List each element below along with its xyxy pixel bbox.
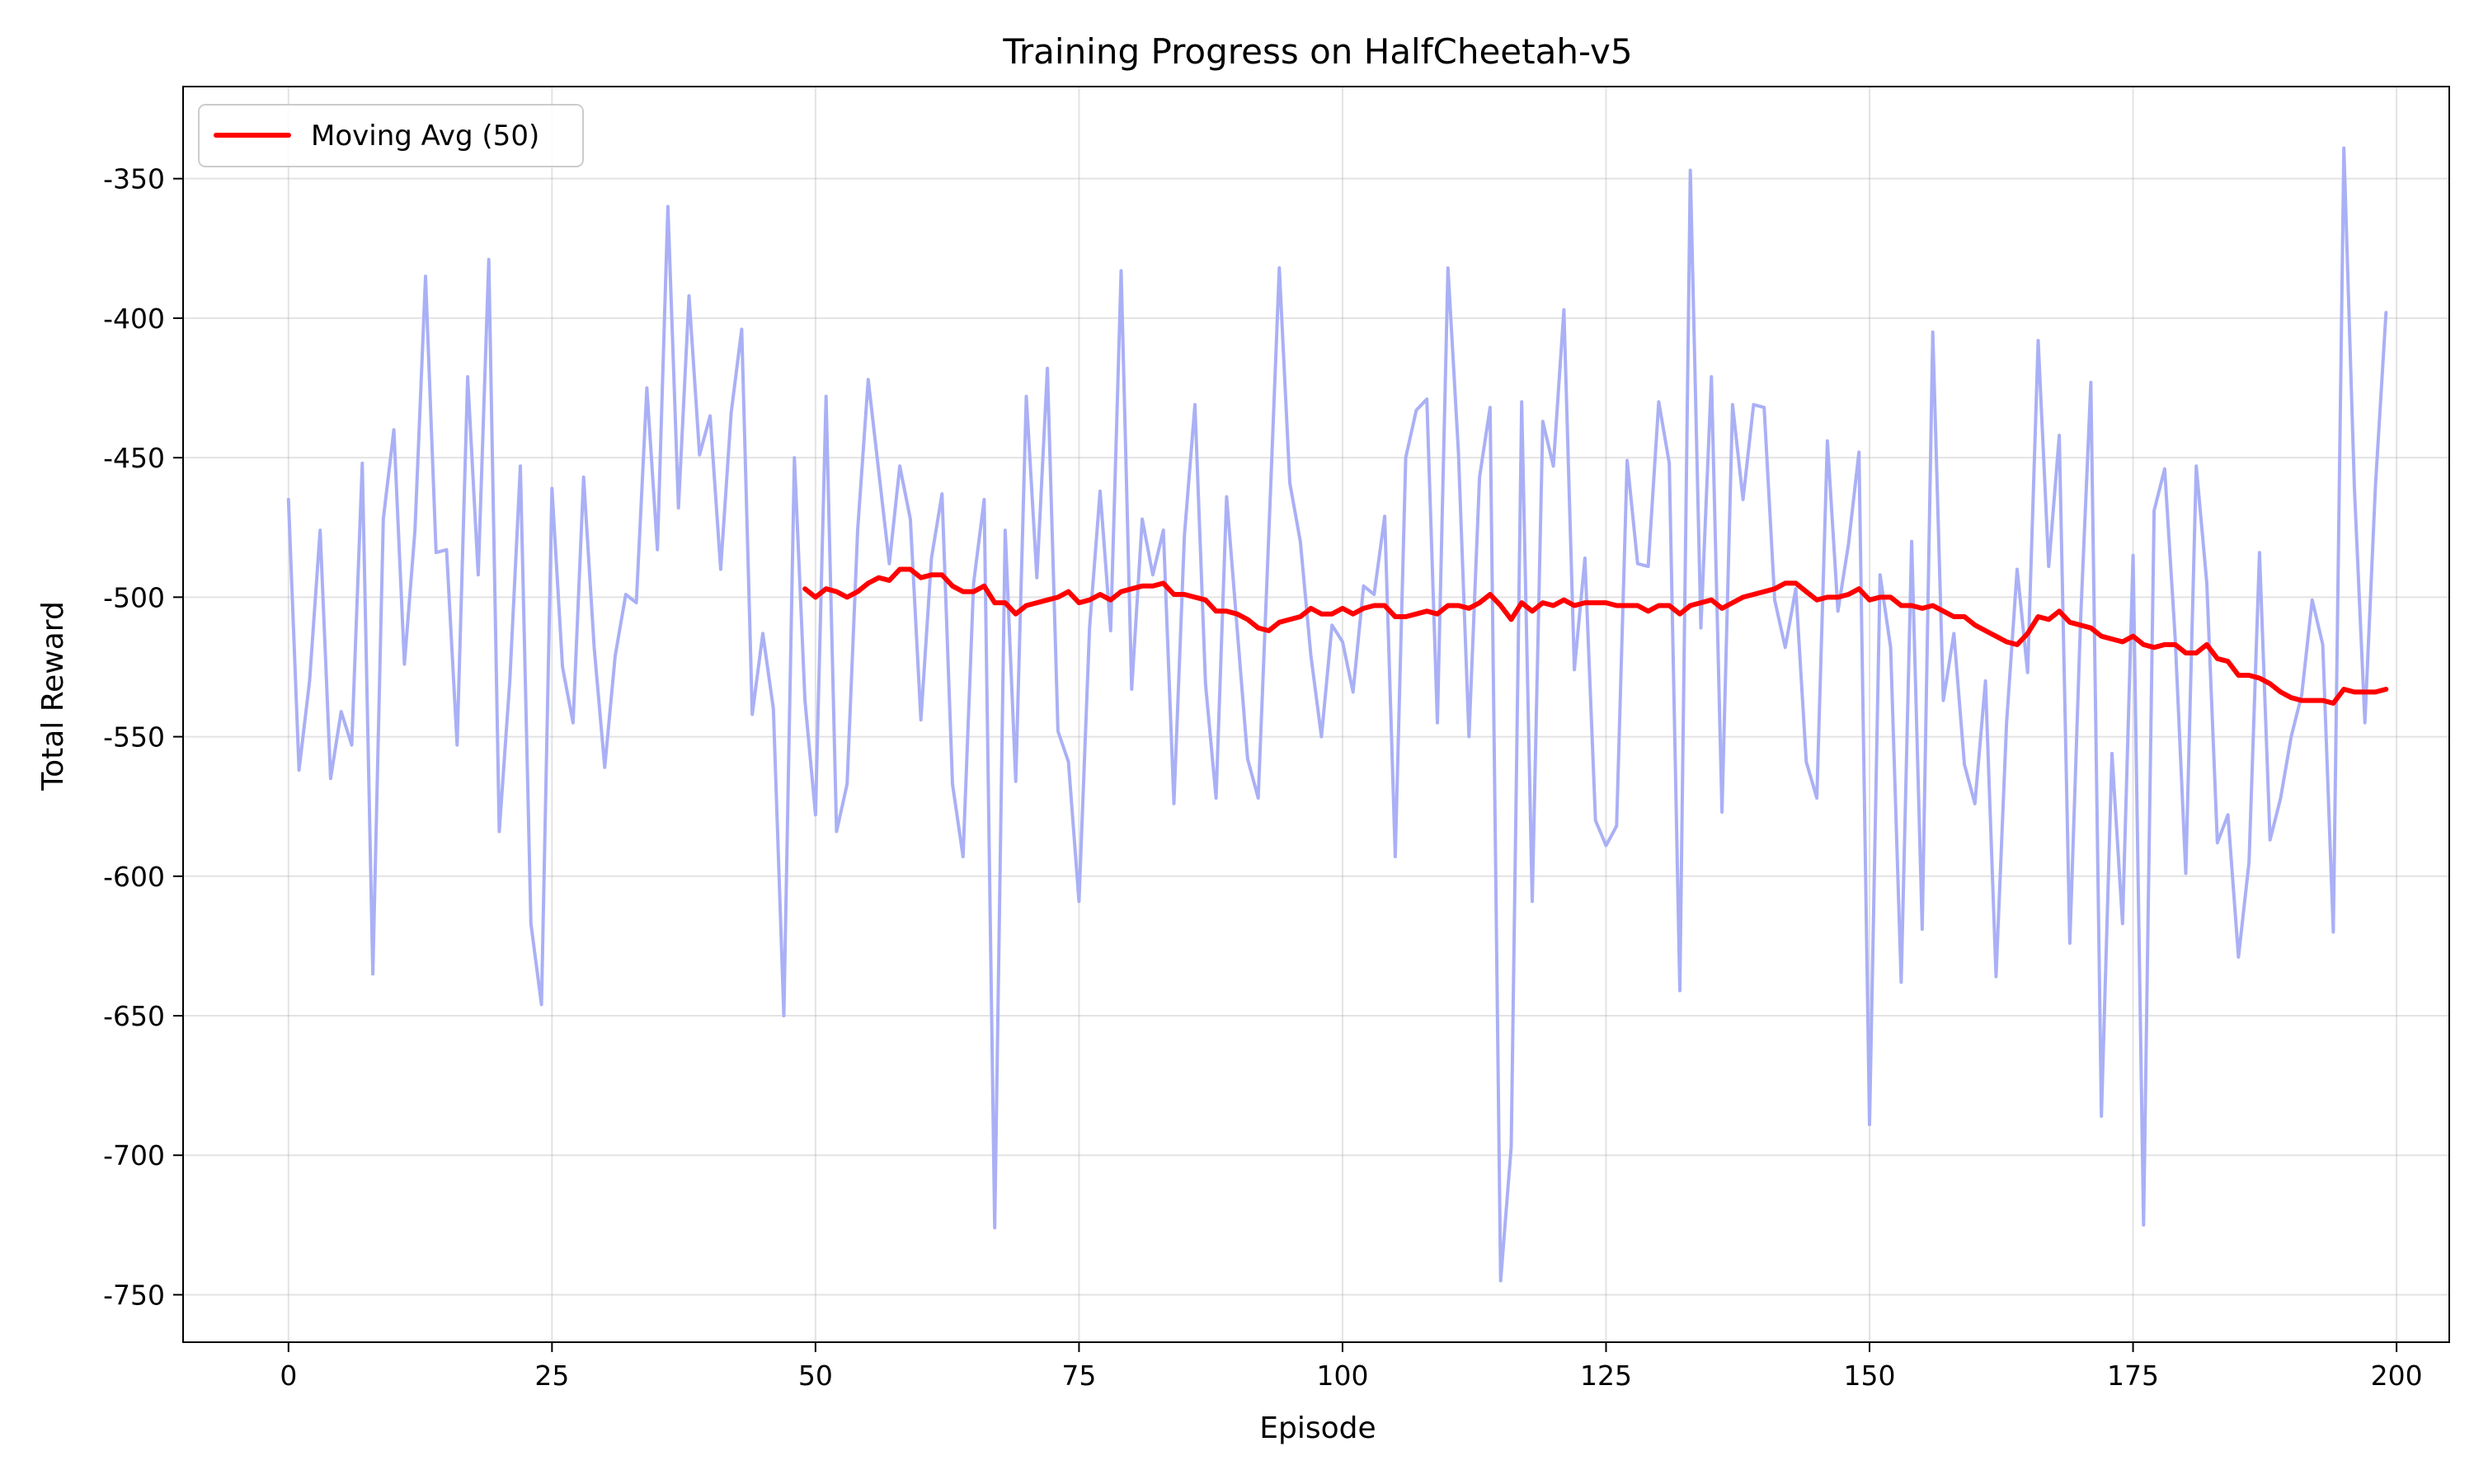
- y-tick-label: -450: [103, 442, 165, 474]
- y-tick-label: -650: [103, 1000, 165, 1032]
- y-tick-label: -750: [103, 1279, 165, 1311]
- chart-title: Training Progress on HalfCheetah-v5: [1002, 31, 1632, 72]
- y-tick-label: -500: [103, 581, 165, 613]
- x-tick-label: 50: [798, 1360, 833, 1392]
- x-tick-label: 125: [1580, 1360, 1632, 1392]
- y-tick-label: -700: [103, 1139, 165, 1172]
- x-tick-label: 0: [280, 1360, 297, 1392]
- x-tick-label: 25: [534, 1360, 569, 1392]
- series-lines: [286, 146, 2389, 1283]
- y-tick-label: -600: [103, 861, 165, 893]
- x-tick-label: 175: [2107, 1360, 2159, 1392]
- x-tick-label: 75: [1061, 1360, 1096, 1392]
- x-axis-label: Episode: [1259, 1411, 1376, 1445]
- y-axis-label: Total Reward: [36, 601, 70, 791]
- x-tick-label: 150: [1844, 1360, 1896, 1392]
- raw-reward-line: [286, 146, 2388, 1283]
- x-tick-label: 200: [2371, 1360, 2423, 1392]
- grid-lines: [183, 87, 2449, 1342]
- y-tick-label: -400: [103, 303, 165, 335]
- y-tick-label: -350: [103, 163, 165, 195]
- moving-average-line: [802, 566, 2389, 706]
- axis-ticks: 0 25 50 75 100 125 150 175 200 -750 -700 -650 -600 -5…: [103, 163, 2422, 1392]
- legend: Moving Avg (50): [198, 104, 584, 167]
- legend-label-moving-avg: Moving Avg (50): [311, 120, 539, 153]
- legend-box: [198, 104, 584, 167]
- y-tick-label: -550: [103, 721, 165, 754]
- x-tick-label: 100: [1316, 1360, 1368, 1392]
- plot-frame: [182, 86, 2450, 1343]
